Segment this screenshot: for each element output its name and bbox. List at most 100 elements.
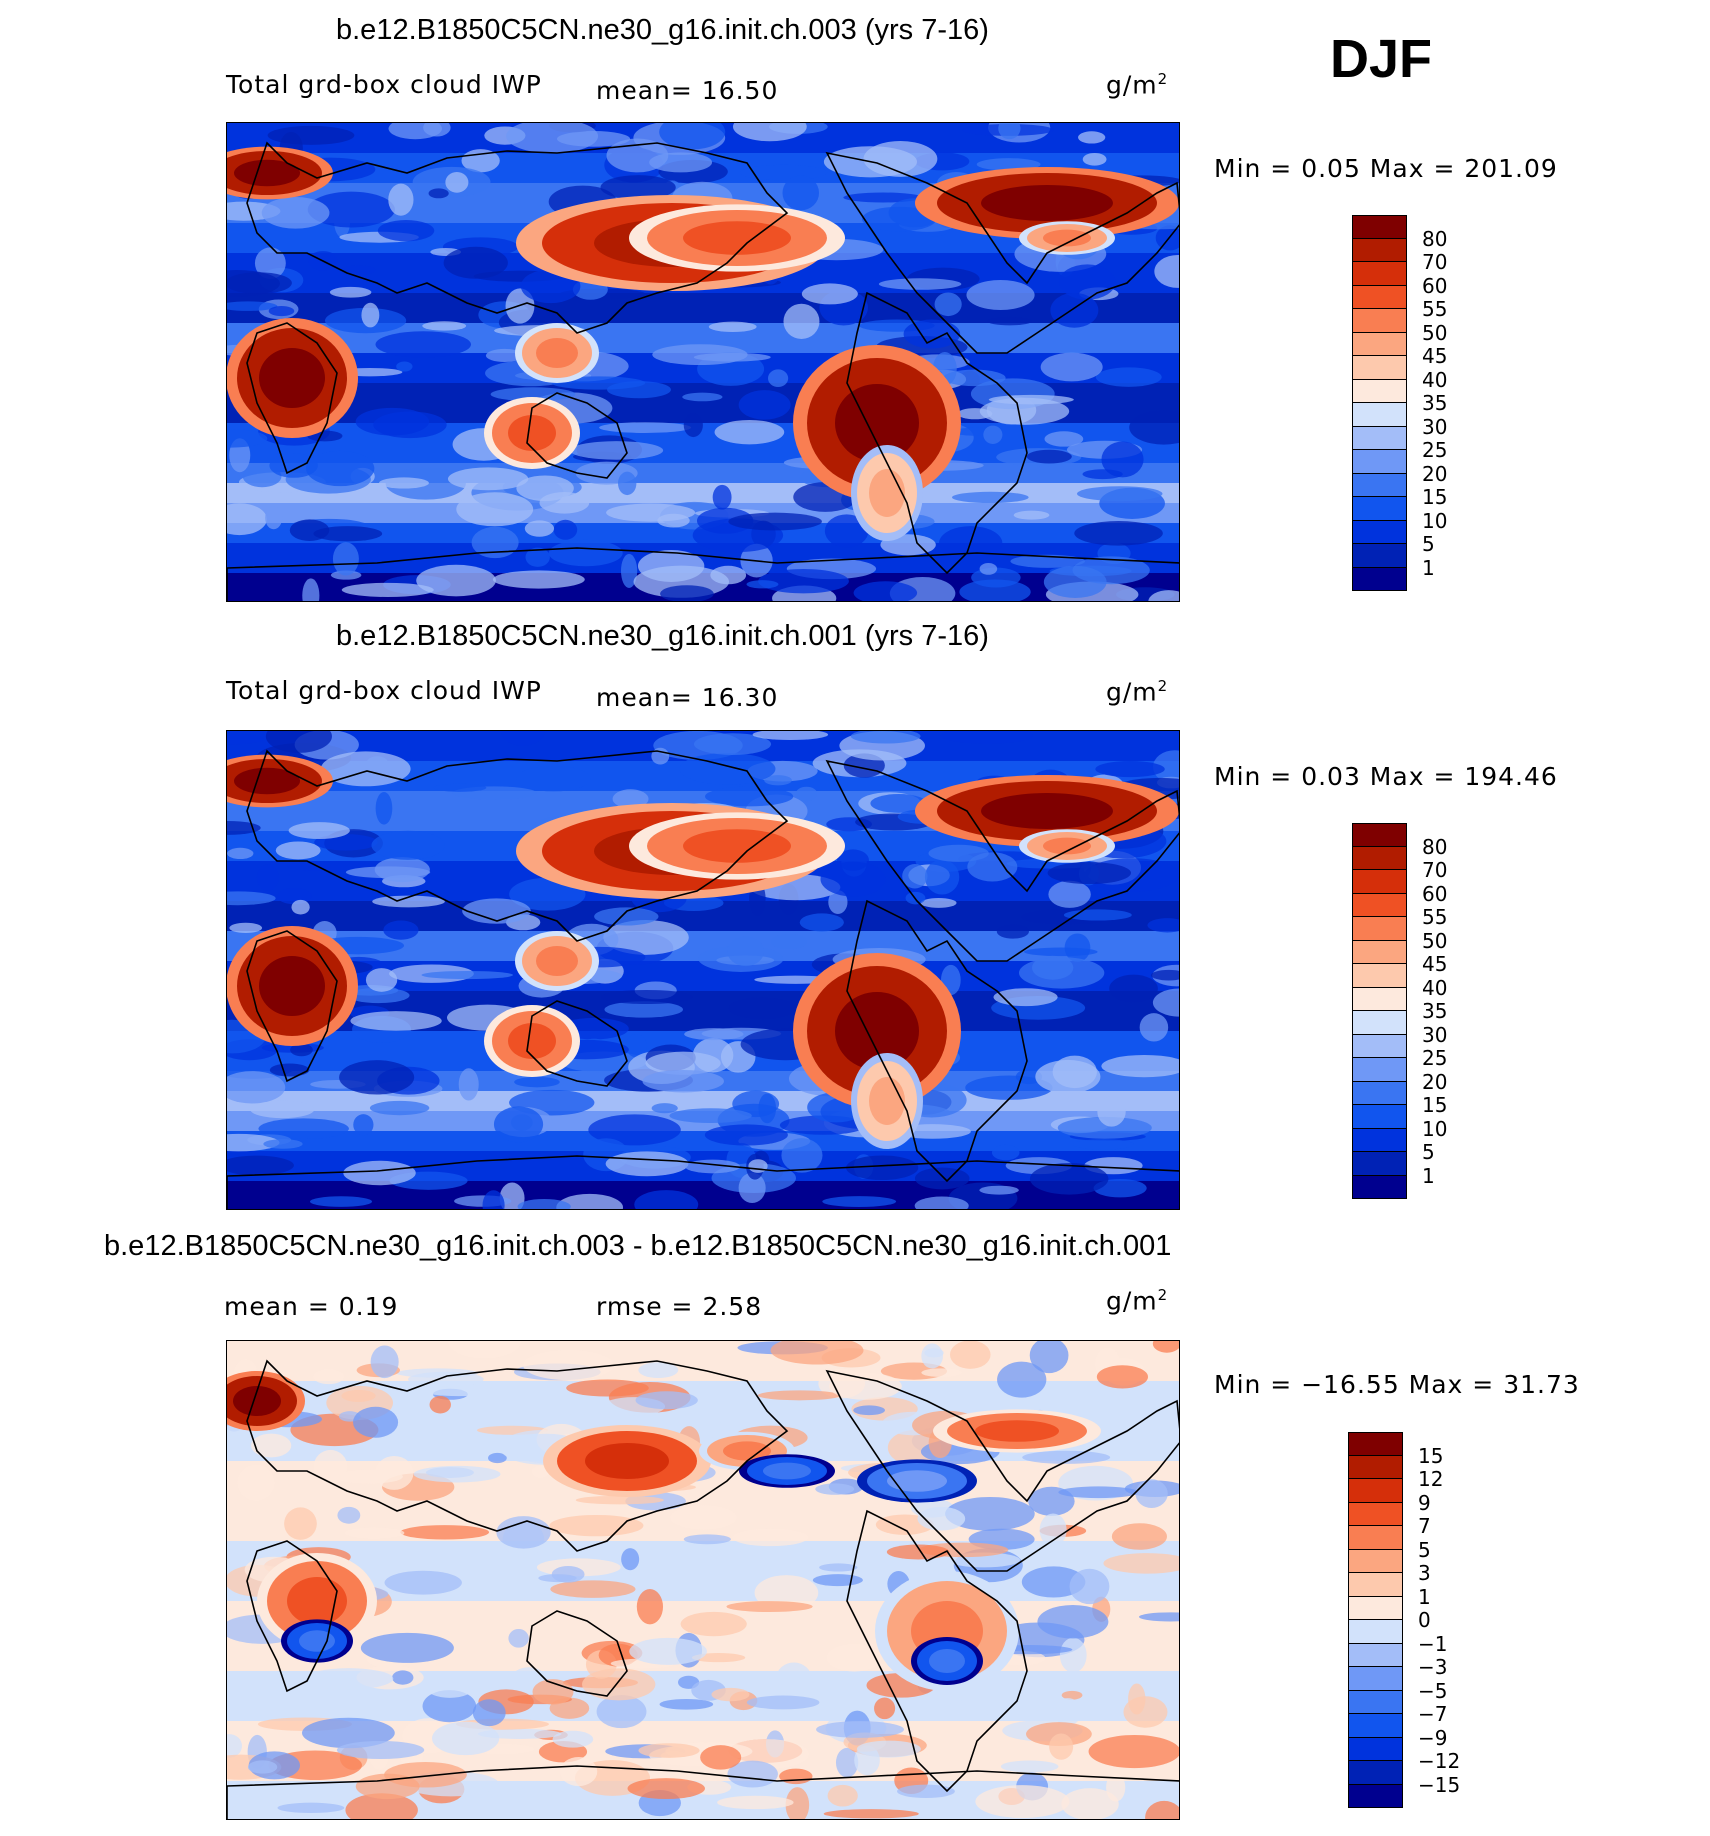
map-field-cell [269, 453, 318, 478]
map-field-cell [550, 1580, 636, 1598]
colorbar-swatch [1352, 215, 1407, 239]
map-field-cell [951, 491, 1029, 504]
map-field-cell [227, 1806, 253, 1816]
map-field-cell [265, 506, 283, 530]
map-field-cell [757, 1390, 841, 1401]
map-field-region [585, 1443, 669, 1479]
panel-1-map [226, 122, 1180, 602]
colorbar-tick-label: 60 [1422, 881, 1448, 906]
map-field-cell [263, 1139, 303, 1149]
colorbar-swatch [1348, 1667, 1403, 1691]
map-field-cell [776, 1662, 812, 1695]
panel-2-units: g/m2 [1106, 677, 1168, 706]
map-field-cell [329, 286, 372, 298]
colorbar-swatch [1352, 497, 1407, 521]
colorbar-tick-label: 20 [1422, 461, 1448, 486]
colorbar-tick-label: 30 [1422, 414, 1448, 439]
map-field-cell [516, 765, 591, 792]
map-field-cell [746, 580, 779, 589]
colorbar-swatch [1352, 544, 1407, 568]
colorbar-tick-label: 40 [1422, 975, 1448, 1000]
map-field-cell [828, 890, 848, 914]
map-field-cell [334, 1469, 403, 1484]
map-field-cell [1129, 410, 1179, 445]
colorbar-swatch [1348, 1690, 1403, 1714]
colorbar-swatch [1348, 1620, 1403, 1644]
map-field-cell [482, 1190, 505, 1209]
map-field-cell [819, 1563, 858, 1572]
map-field-cell [275, 841, 321, 860]
map-field-cell [1097, 1096, 1126, 1127]
map-field-cell [758, 568, 849, 594]
map-field-cell [642, 1069, 724, 1093]
map-field-cell [1057, 1116, 1152, 1139]
colorbar-swatch [1348, 1549, 1403, 1573]
map-field-cell [853, 1405, 885, 1416]
panel-3-title: b.e12.B1850C5CN.ne30_g16.init.ch.003 - b… [104, 1230, 1172, 1262]
map-field-cell [472, 1699, 506, 1727]
map-field-cell [748, 1159, 768, 1173]
map-field-cell [979, 1185, 1019, 1195]
coastline [246, 1540, 338, 1693]
map-field-region [508, 415, 556, 451]
coastline [825, 759, 1179, 962]
map-field-cell [227, 503, 267, 536]
map-field-cell [310, 1196, 373, 1207]
colorbar-swatch [1352, 940, 1407, 964]
map-field-cell [277, 1802, 345, 1814]
colorbar-swatch [1348, 1643, 1403, 1667]
map-field-cell [345, 1793, 418, 1819]
map-field-cell [336, 1740, 425, 1760]
colorbar-tick-label: 1 [1422, 1163, 1435, 1188]
map-field-cell [683, 413, 703, 438]
map-field-cell [1054, 1698, 1082, 1726]
map-field-cell [897, 1784, 955, 1799]
map-field-cell [1111, 1523, 1167, 1550]
map-field-cell [420, 1384, 497, 1397]
map-field-cell [227, 891, 276, 906]
map-field-cell [1024, 947, 1098, 957]
map-field-cell [651, 747, 670, 765]
colorbar-tick-label: 70 [1422, 250, 1448, 274]
map-field-cell [693, 733, 772, 755]
colorbar-tick-label: 15 [1418, 1443, 1444, 1468]
map-field-cell [770, 1341, 864, 1365]
map-field-cell [976, 158, 1041, 171]
panel-2-map-field [227, 731, 1179, 1209]
map-field-region [1043, 229, 1091, 247]
map-field-cell [313, 1369, 345, 1385]
map-field-region [683, 221, 791, 255]
map-field-cell [501, 731, 545, 746]
map-field-cell [227, 847, 254, 860]
map-field-cell [785, 1787, 810, 1819]
panel-2-units-sup: 2 [1157, 677, 1169, 695]
map-field-cell [1044, 431, 1084, 447]
map-field-cell [993, 988, 1058, 1007]
map-field-cell [227, 1071, 286, 1104]
map-field-cell [1101, 441, 1144, 478]
map-field-cell [856, 1740, 921, 1758]
coastline [246, 749, 789, 942]
map-field-cell [313, 526, 383, 542]
map-field-cell [846, 1155, 919, 1181]
map-field-cell [353, 1406, 399, 1438]
colorbar-tick-label: 80 [1422, 226, 1448, 251]
map-field-cell [251, 1433, 292, 1458]
map-field-cell [443, 246, 508, 279]
map-field-cell [569, 441, 664, 460]
coastline [846, 899, 1028, 1183]
map-field-cell [523, 1350, 614, 1381]
colorbar-tick-label: 3 [1418, 1561, 1431, 1585]
map-field-region [869, 1077, 905, 1125]
map-field-cell [423, 1444, 456, 1453]
map-field-cell [758, 1093, 777, 1124]
colorbar-swatch [1348, 1502, 1403, 1526]
colorbar-tick-label: 40 [1422, 367, 1448, 392]
colorbar-tick-label: 12 [1418, 1467, 1444, 1491]
map-field-cell [1021, 1566, 1086, 1598]
map-field-cell [812, 1574, 863, 1587]
map-field-cell [966, 279, 1035, 310]
coastline [227, 1765, 1179, 1819]
map-field-cell [967, 852, 1018, 882]
map-field-cell [767, 369, 789, 388]
